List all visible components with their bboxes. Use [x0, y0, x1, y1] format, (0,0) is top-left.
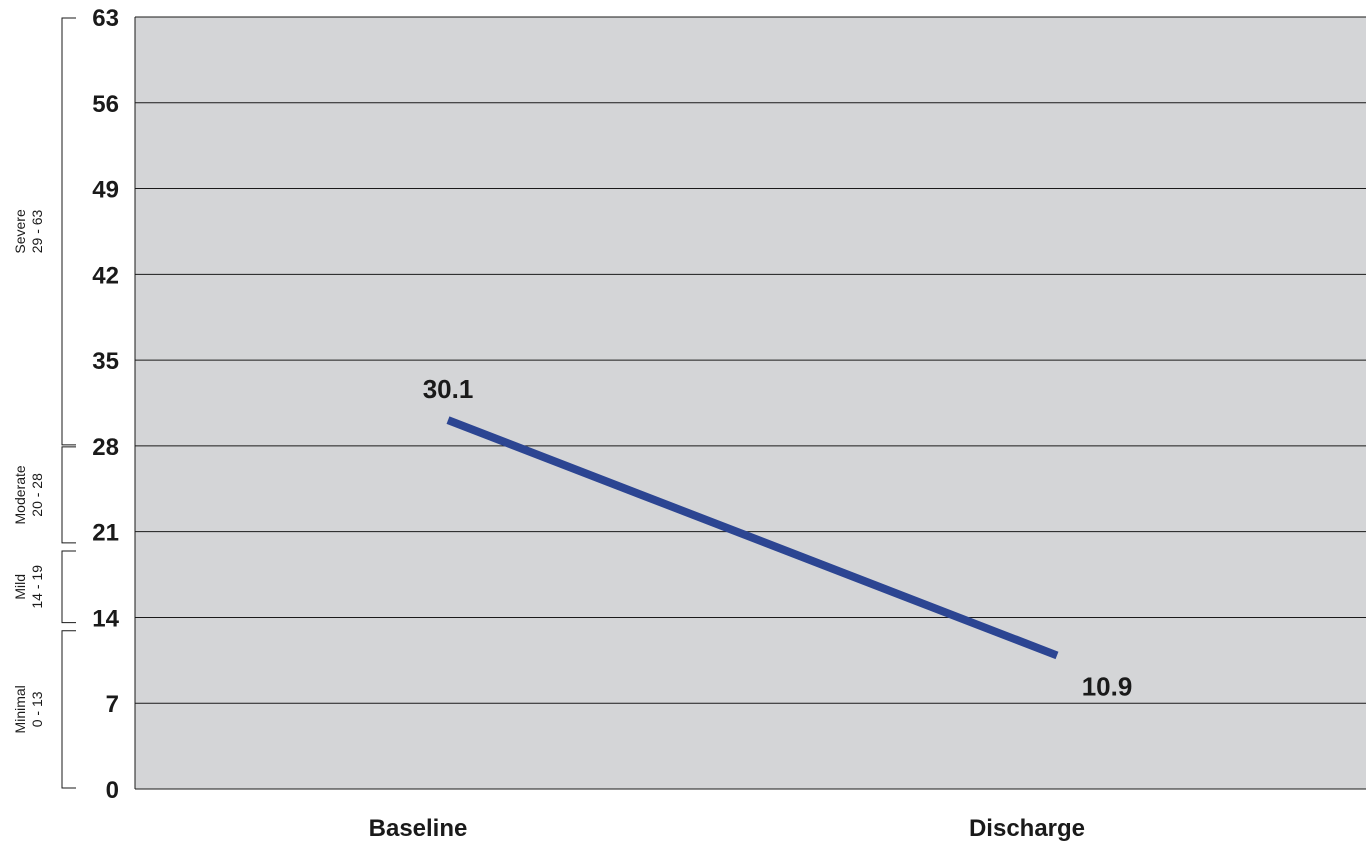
- y-tick-label: 35: [92, 348, 119, 375]
- y-tick-label: 0: [106, 777, 119, 804]
- gridlines: [134, 16, 1366, 790]
- data-label: 10.9: [1082, 671, 1133, 701]
- band-name: Severe: [12, 209, 28, 254]
- band-name: Mild: [12, 574, 28, 600]
- y-tick-label: 21: [92, 520, 119, 547]
- y-tick-label: 28: [92, 434, 119, 461]
- band-label: Moderate 20 - 28: [12, 465, 45, 524]
- band-label: Mild 14 - 19: [12, 565, 45, 609]
- band-bracket: [61, 630, 76, 789]
- severity-band-severe: Severe 29 - 63: [12, 17, 76, 446]
- band-label: Minimal 0 - 13: [12, 685, 45, 733]
- band-range: 14 - 19: [29, 565, 45, 609]
- y-tick-label: 42: [92, 262, 119, 289]
- y-tick-label: 56: [92, 91, 119, 118]
- severity-band-moderate: Moderate 20 - 28: [12, 446, 76, 544]
- y-tick-label: 14: [92, 605, 119, 632]
- band-label: Severe 29 - 63: [12, 209, 45, 254]
- y-tick-label: 63: [92, 5, 119, 32]
- series-line: [446, 416, 1059, 660]
- band-name: Moderate: [12, 465, 28, 524]
- plot-area: [135, 17, 1366, 789]
- y-tick-label: 7: [106, 691, 119, 718]
- data-label: 30.1: [423, 374, 474, 404]
- band-range: 29 - 63: [29, 209, 45, 253]
- severity-band-mild: Mild 14 - 19: [12, 550, 76, 624]
- x-axis: Baseline Discharge: [369, 815, 1085, 842]
- x-category-label: Baseline: [369, 815, 468, 842]
- band-bracket: [61, 550, 76, 624]
- band-name: Minimal: [12, 685, 28, 733]
- y-axis: 0 7 14 21 28 35 42 49 56 63: [92, 5, 119, 804]
- band-bracket: [61, 17, 76, 446]
- y-tick-label: 49: [92, 177, 119, 204]
- band-range: 20 - 28: [29, 473, 45, 517]
- series-layer: 30.1 10.9: [423, 374, 1133, 701]
- band-bracket: [61, 446, 76, 544]
- band-range: 0 - 13: [29, 691, 45, 727]
- severity-band-minimal: Minimal 0 - 13: [12, 630, 76, 789]
- x-category-label: Discharge: [969, 815, 1085, 842]
